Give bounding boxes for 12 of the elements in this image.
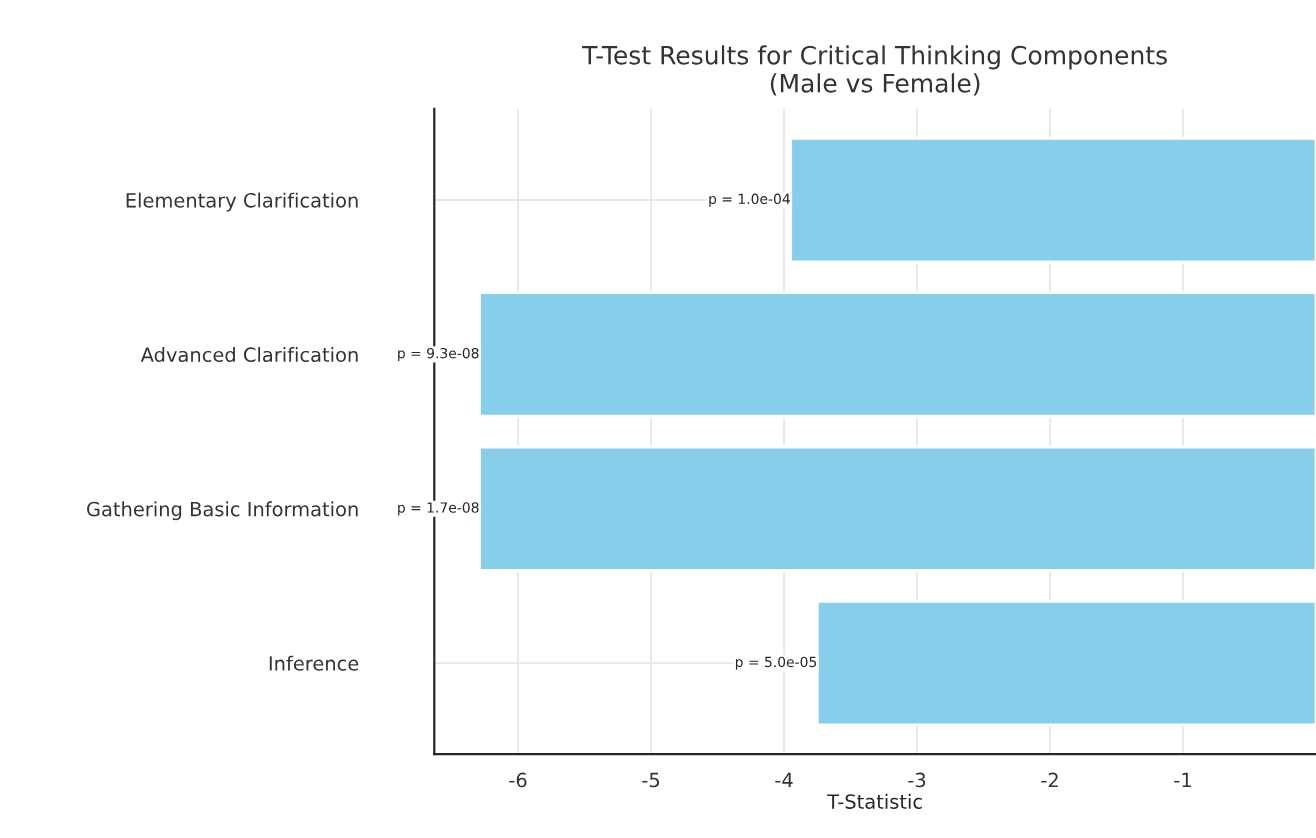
x-axis-title: T-Statistic <box>827 793 922 809</box>
y-tick-label: Gathering Basic Information <box>87 501 358 521</box>
x-tick-label: -1 <box>1174 772 1191 788</box>
x-tick-label: -4 <box>775 772 793 788</box>
x-tick-label: -5 <box>642 772 660 788</box>
chart-title: T-Test Results for Critical Thinking Components (Male vs Female) <box>582 45 1167 96</box>
y-tick-label: Advanced Clarification <box>140 347 358 363</box>
x-tick-label: -3 <box>908 772 926 788</box>
y-tick-label: Inference <box>269 655 359 671</box>
x-tick-label: -2 <box>1041 772 1058 788</box>
y-tick-label: Elementary Clarification <box>126 192 358 212</box>
x-tick-label: -6 <box>509 772 527 788</box>
